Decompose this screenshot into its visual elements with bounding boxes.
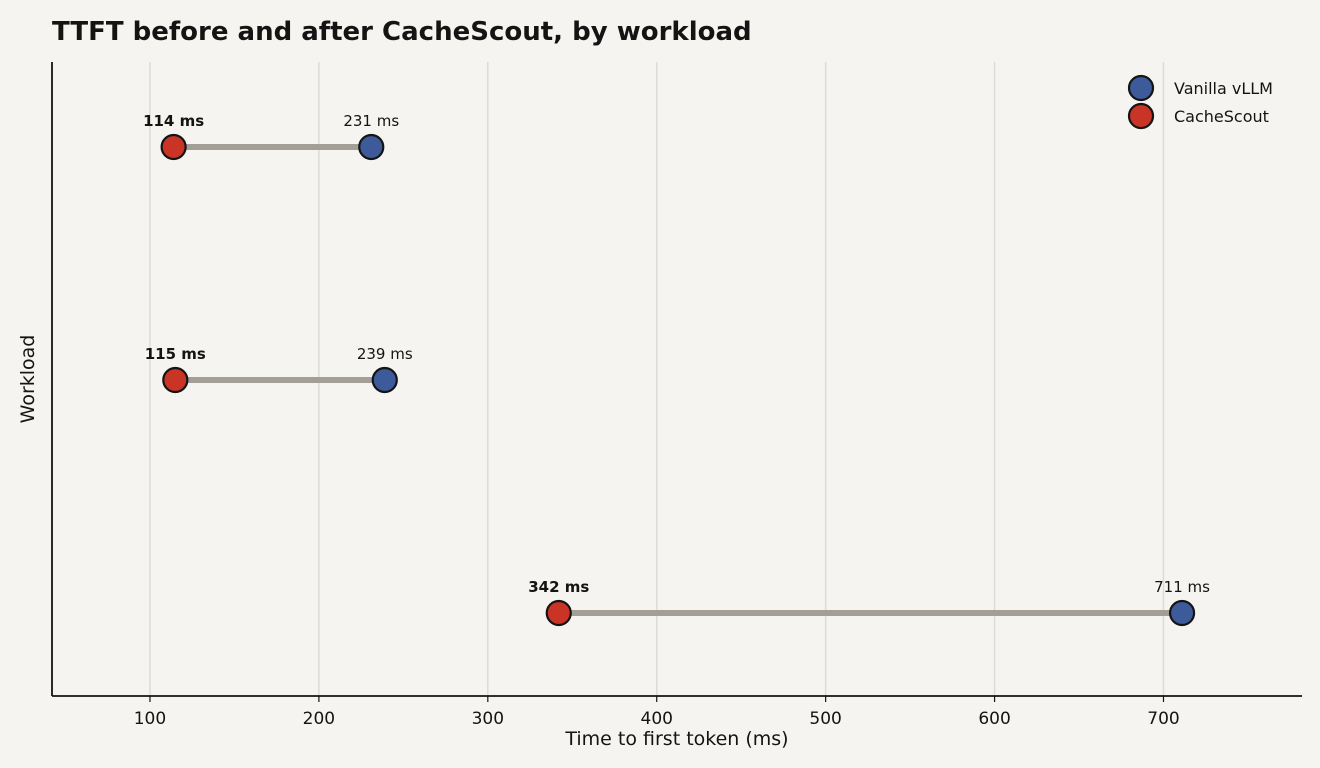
cachescout-point: [545, 599, 572, 627]
vanilla-point: [371, 366, 398, 394]
x-tick-label: 400: [641, 709, 673, 729]
x-tick-label: 700: [1147, 709, 1179, 729]
legend-marker: [1127, 102, 1155, 130]
grid: [149, 62, 1165, 696]
vanilla-value-label: 239 ms: [357, 345, 413, 363]
vanilla-point: [1168, 599, 1196, 627]
x-tick-label: 500: [809, 709, 841, 729]
legend-label: CacheScout: [1174, 107, 1269, 126]
x-tick-label: 300: [472, 709, 504, 729]
x-tick-label: 600: [978, 709, 1010, 729]
vanilla-point: [358, 133, 385, 161]
x-ticks: 100 200 300 400 500 600 700: [134, 696, 1180, 729]
legend: Vanilla vLLM CacheScout: [1127, 74, 1273, 130]
vanilla-value-label: 231 ms: [343, 112, 399, 130]
legend-marker: [1127, 74, 1155, 102]
vanilla-value-label: 711 ms: [1154, 578, 1210, 596]
axes: [51, 62, 1302, 697]
cachescout-value-label: 342 ms: [528, 578, 589, 596]
x-tick-label: 100: [134, 709, 166, 729]
plot-marks: 114 ms 231 ms 115 ms 239 ms 342 ms 711 ms: [143, 112, 1210, 627]
legend-label: Vanilla vLLM: [1174, 79, 1273, 98]
chart-title: TTFT before and after CacheScout, by wor…: [52, 17, 752, 47]
cachescout-point: [160, 133, 187, 161]
cachescout-value-label: 114 ms: [143, 112, 204, 130]
cachescout-value-label: 115 ms: [145, 345, 206, 363]
x-axis-label: Time to first token (ms): [564, 728, 788, 750]
y-axis-label: Workload: [17, 335, 39, 424]
cachescout-point: [162, 366, 189, 394]
x-tick-label: 200: [303, 709, 335, 729]
